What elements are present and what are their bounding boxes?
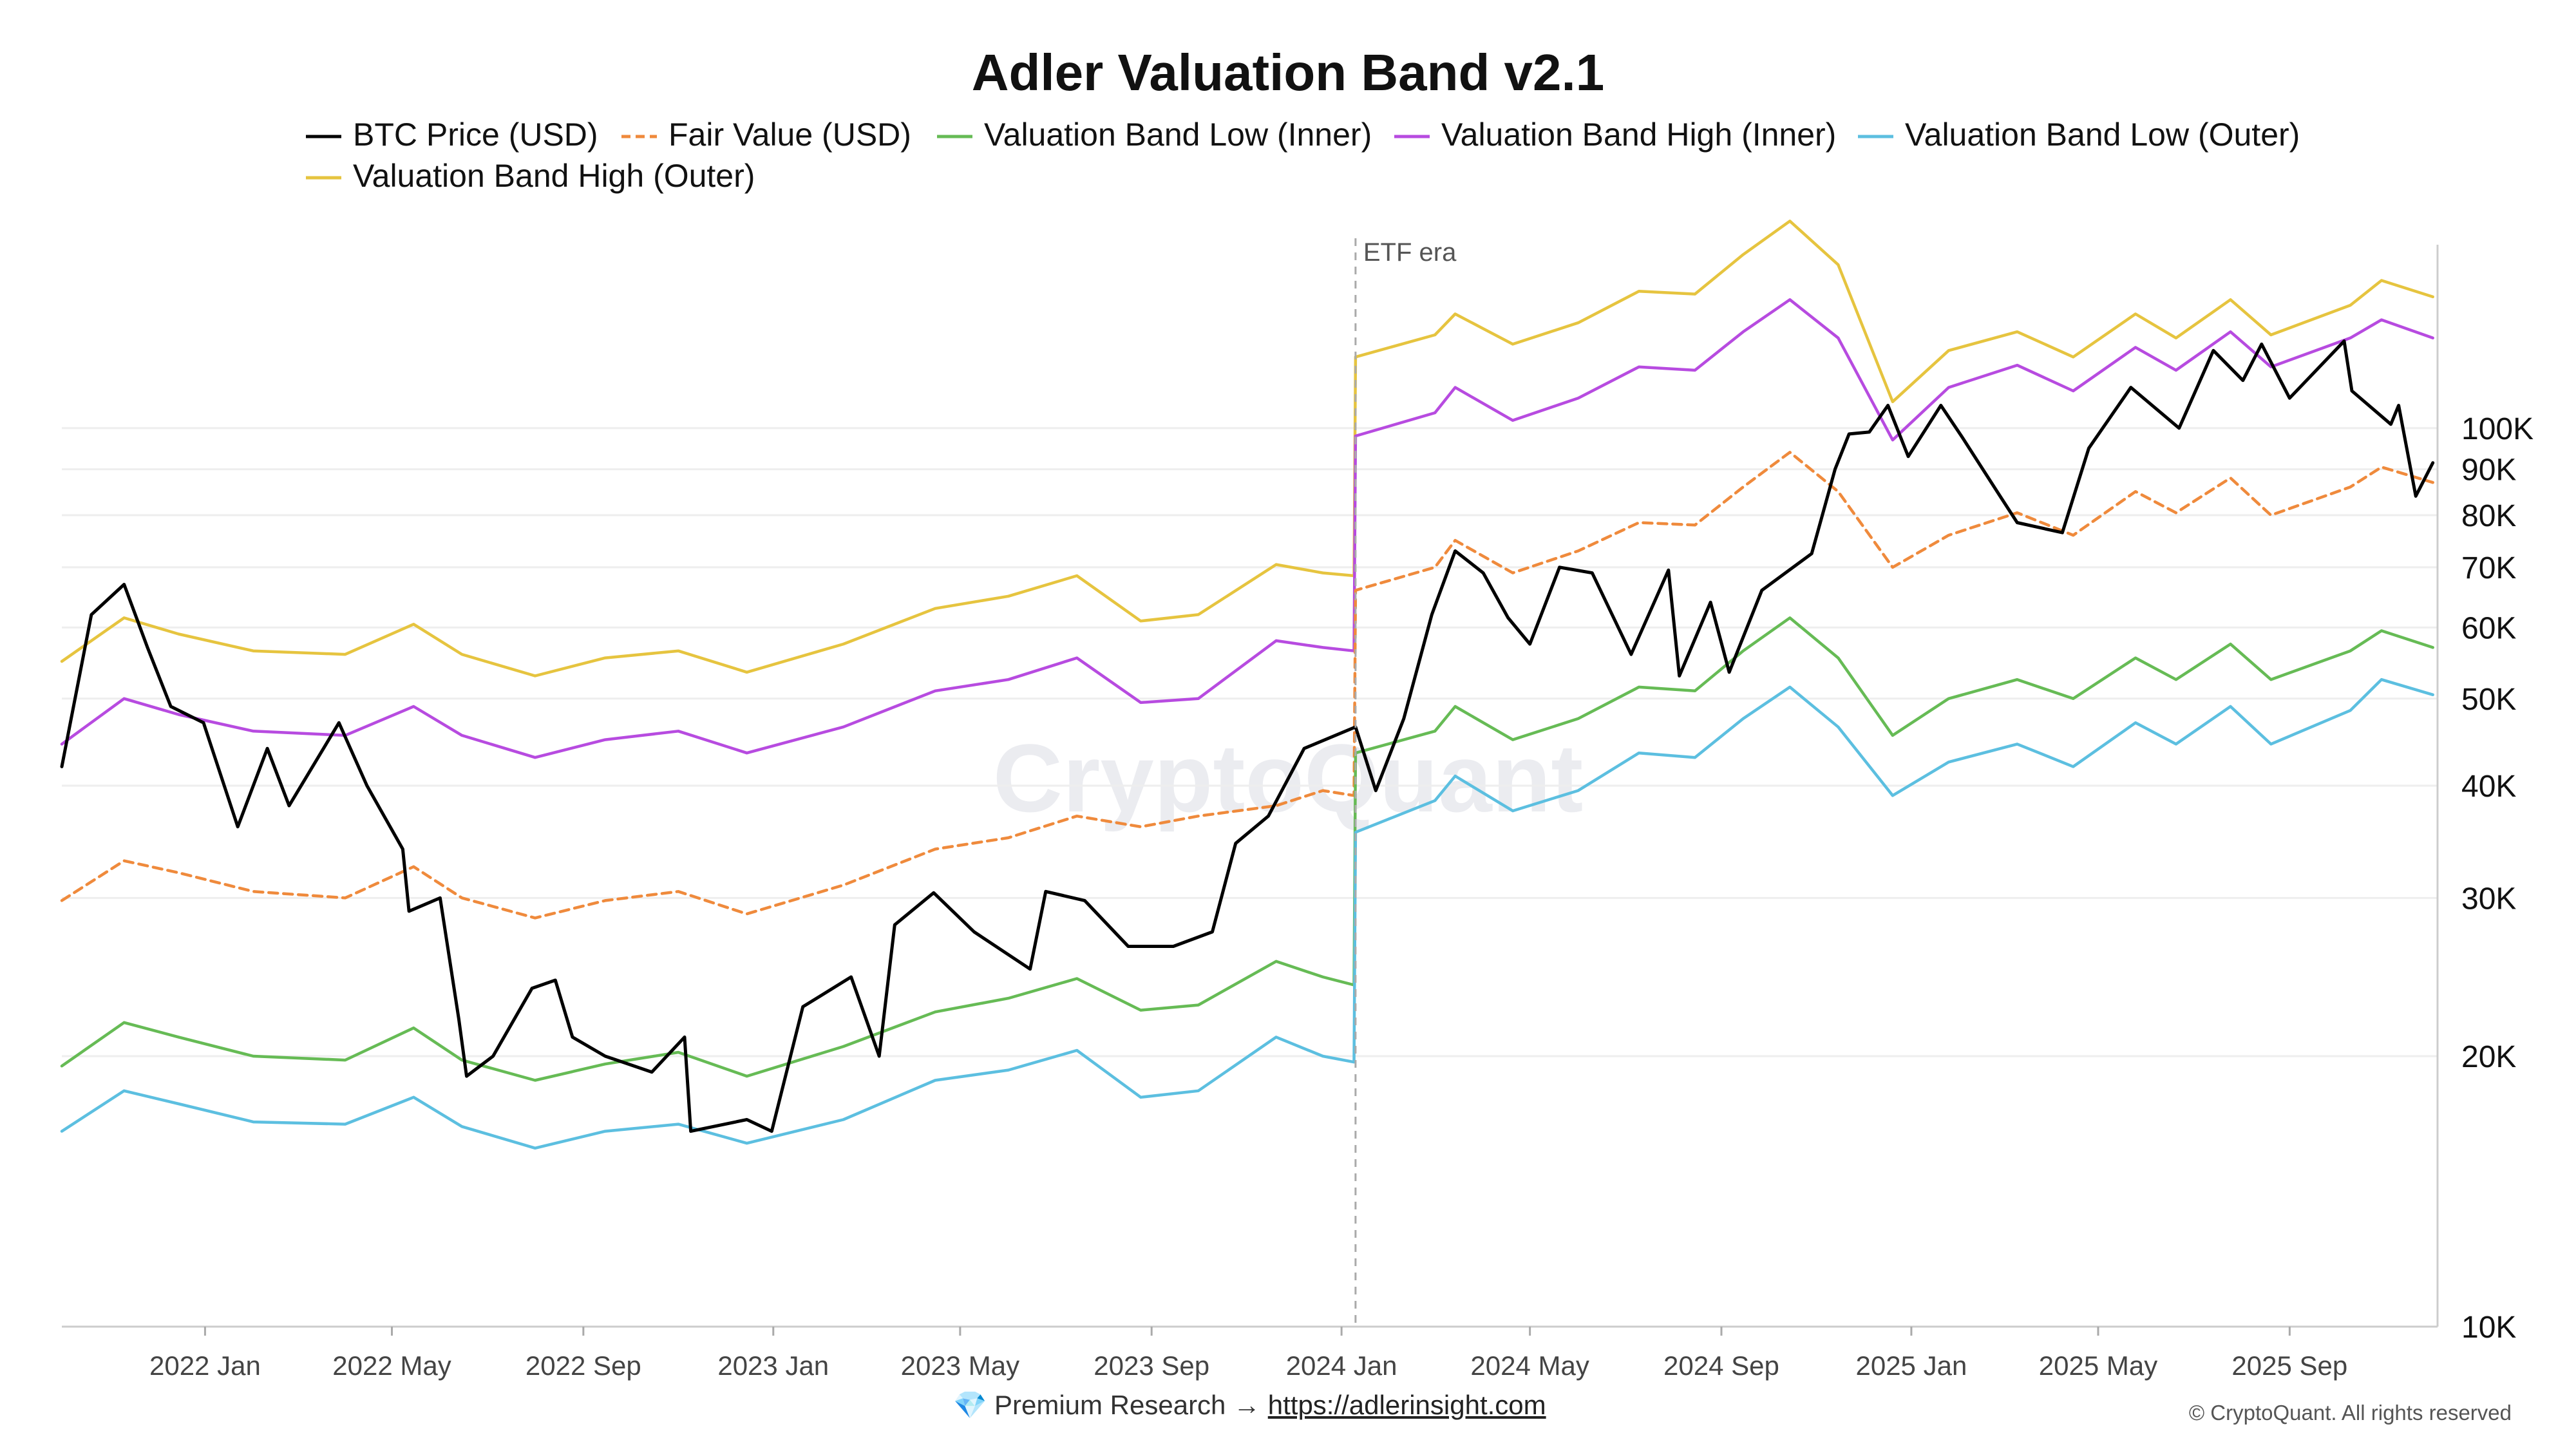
x-tick-label: 2022 May — [332, 1350, 451, 1381]
legend-label: Valuation Band Low (Outer) — [1905, 117, 2300, 153]
x-tick-label: 2025 Sep — [2231, 1350, 2347, 1381]
x-tick-label: 2023 Sep — [1094, 1350, 1209, 1381]
x-tick-label: 2022 Sep — [526, 1350, 641, 1381]
copyright: © CryptoQuant. All rights reserved — [2188, 1401, 2512, 1425]
footer-link[interactable]: https://adlerinsight.com — [1267, 1390, 1546, 1420]
series-line — [60, 677, 2434, 1150]
y-tick-label: 100K — [2461, 412, 2533, 446]
legend-label: BTC Price (USD) — [353, 117, 598, 153]
grid-lines — [62, 427, 2438, 1328]
y-tick-label: 20K — [2461, 1040, 2516, 1074]
x-tick-label: 2023 Jan — [717, 1350, 829, 1381]
legend-label: Valuation Band Low (Inner) — [984, 117, 1372, 153]
gem-icon: 💎 — [953, 1390, 987, 1420]
x-tick-label: 2022 Jan — [149, 1350, 261, 1381]
x-tick-label: 2024 Sep — [1663, 1350, 1779, 1381]
chart-title: Adler Valuation Band v2.1 — [972, 44, 1605, 101]
x-tick-label: 2025 Jan — [1855, 1350, 1967, 1381]
etf-era-label: ETF era — [1363, 238, 1457, 267]
x-tick-label: 2023 May — [901, 1350, 1019, 1381]
x-tick-label: 2025 May — [2039, 1350, 2157, 1381]
y-tick-label: 90K — [2461, 453, 2516, 488]
y-tick-label: 30K — [2461, 882, 2516, 916]
x-tick-label: 2024 May — [1470, 1350, 1589, 1381]
footer: 💎 Premium Research → https://adlerinsigh… — [953, 1390, 1546, 1421]
footer-text: Premium Research → — [994, 1390, 1261, 1420]
y-tick-label: 60K — [2461, 611, 2516, 645]
axes: 10K 20K 30K 40K 50K 60K 70K 80K 90K 100K 2022 Jan 2… — [62, 245, 2533, 1381]
legend-label: Valuation Band High (Inner) — [1441, 117, 1836, 153]
y-tick-label: 40K — [2461, 770, 2516, 804]
series-lines — [60, 220, 2435, 1150]
y-tick-label: 50K — [2461, 683, 2516, 717]
y-tick-label: 70K — [2461, 551, 2516, 585]
legend-label: Fair Value (USD) — [668, 117, 911, 153]
x-tick-label: 2024 Jan — [1286, 1350, 1397, 1381]
series-line — [60, 451, 2434, 920]
y-tick-label: 10K — [2461, 1311, 2516, 1345]
series-line — [60, 220, 2434, 677]
series-line — [60, 339, 2435, 1133]
series-line — [60, 298, 2434, 759]
etf-annotation: ETF era — [1354, 238, 1457, 1327]
series-line — [60, 616, 2434, 1082]
legend-label: Valuation Band High (Outer) — [353, 158, 755, 194]
y-tick-label: 80K — [2461, 499, 2516, 533]
chart-legend: BTC Price (USD) Fair Value (USD) Valuation… — [306, 117, 2300, 194]
